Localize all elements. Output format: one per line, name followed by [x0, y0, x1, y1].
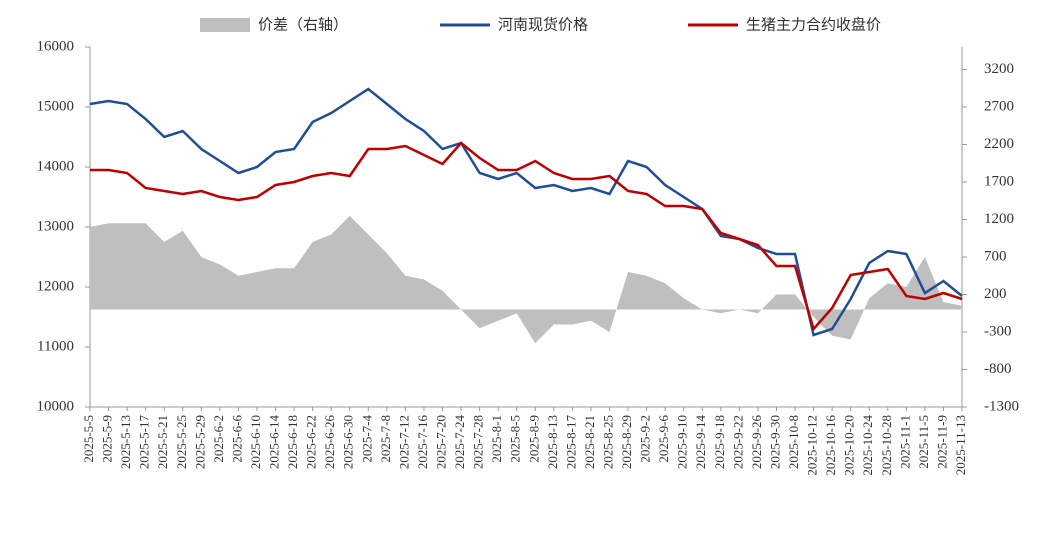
x-tick-label: 2025-8-17: [563, 415, 578, 470]
x-tick-label: 2025-11-1: [897, 415, 912, 469]
x-tick-label: 2025-7-8: [378, 415, 393, 463]
y2-tick-label: 1700: [984, 173, 1014, 189]
x-tick-label: 2025-9-26: [749, 415, 764, 470]
x-tick-label: 2025-6-2: [211, 415, 226, 463]
price-line: [90, 141, 963, 332]
y-tick-label: 12000: [37, 278, 75, 294]
y2-tick-label: -300: [984, 323, 1012, 339]
spread-area: [90, 215, 962, 344]
y-tick-label: 13000: [37, 218, 75, 234]
x-tick-label: 2025-6-18: [285, 415, 300, 469]
x-tick-label: 2025-5-9: [100, 415, 115, 463]
x-tick-label: 2025-7-4: [359, 415, 374, 463]
x-tick-label: 2025-7-20: [433, 415, 448, 469]
y2-tick-label: 3200: [984, 61, 1014, 77]
y-tick-label: 16000: [37, 38, 75, 54]
x-tick-label: 2025-7-24: [452, 415, 467, 470]
x-tick-label: 2025-10-16: [823, 415, 838, 476]
x-tick-label: 2025-9-2: [638, 415, 653, 463]
x-tick-label: 2025-10-20: [842, 415, 857, 476]
y-tick-label: 10000: [37, 398, 75, 414]
x-tick-label: 2025-6-14: [267, 415, 282, 470]
y2-tick-label: -800: [984, 361, 1012, 377]
legend-label: 价差（右轴）: [258, 16, 348, 33]
x-tick-label: 2025-7-16: [415, 415, 430, 470]
x-tick-label: 2025-5-17: [137, 415, 152, 470]
x-tick-label: 2025-10-28: [879, 415, 894, 476]
x-tick-label: 2025-10-24: [860, 415, 875, 476]
y-tick-label: 11000: [37, 338, 74, 354]
x-tick-label: 2025-10-12: [805, 415, 820, 476]
legend-label: 生猪主力合约收盘价: [746, 15, 881, 33]
x-tick-label: 2025-5-25: [174, 415, 189, 469]
x-tick-label: 2025-9-6: [656, 415, 671, 463]
x-tick-label: 2025-7-28: [471, 415, 486, 469]
x-tick-label: 2025-8-29: [619, 415, 634, 469]
y-tick-label: 15000: [37, 98, 75, 114]
y-tick-label: 14000: [37, 158, 75, 174]
x-tick-label: 2025-8-1: [489, 415, 504, 463]
x-tick-label: 2025-7-12: [396, 415, 411, 469]
y2-tick-label: 2200: [984, 136, 1014, 152]
x-tick-label: 2025-6-6: [229, 415, 244, 463]
x-tick-label: 2025-11-5: [916, 415, 931, 469]
x-tick-label: 2025-9-10: [675, 415, 690, 469]
x-tick-label: 2025-6-26: [322, 415, 337, 470]
x-tick-label: 2025-9-30: [767, 415, 782, 469]
x-tick-label: 2025-8-25: [600, 415, 615, 469]
x-tick-label: 2025-10-8: [786, 415, 801, 469]
y2-tick-label: 700: [984, 248, 1007, 264]
y2-tick-label: 200: [984, 286, 1007, 302]
y2-tick-label: 1200: [984, 211, 1014, 227]
x-tick-label: 2025-9-14: [693, 415, 708, 470]
x-tick-label: 2025-11-9: [934, 415, 949, 469]
x-tick-label: 2025-8-21: [582, 415, 597, 469]
x-tick-label: 2025-9-22: [730, 415, 745, 469]
x-tick-label: 2025-9-18: [712, 415, 727, 469]
legend-swatch: [200, 18, 250, 32]
x-tick-label: 2025-8-9: [526, 415, 541, 463]
x-tick-label: 2025-11-13: [953, 415, 968, 475]
x-tick-label: 2025-5-21: [155, 415, 170, 469]
x-tick-label: 2025-6-30: [341, 415, 356, 469]
x-tick-label: 2025-6-22: [304, 415, 319, 469]
price-line: [89, 87, 963, 337]
x-tick-label: 2025-5-5: [81, 415, 96, 463]
x-tick-label: 2025-8-13: [545, 415, 560, 469]
y2-tick-label: -1300: [984, 398, 1019, 414]
x-tick-label: 2025-5-29: [192, 415, 207, 469]
y2-tick-label: 2700: [984, 98, 1014, 114]
x-tick-label: 2025-8-5: [508, 415, 523, 463]
x-tick-label: 2025-6-10: [248, 415, 263, 469]
x-tick-label: 2025-5-13: [118, 415, 133, 469]
legend-label: 河南现货价格: [498, 16, 588, 33]
